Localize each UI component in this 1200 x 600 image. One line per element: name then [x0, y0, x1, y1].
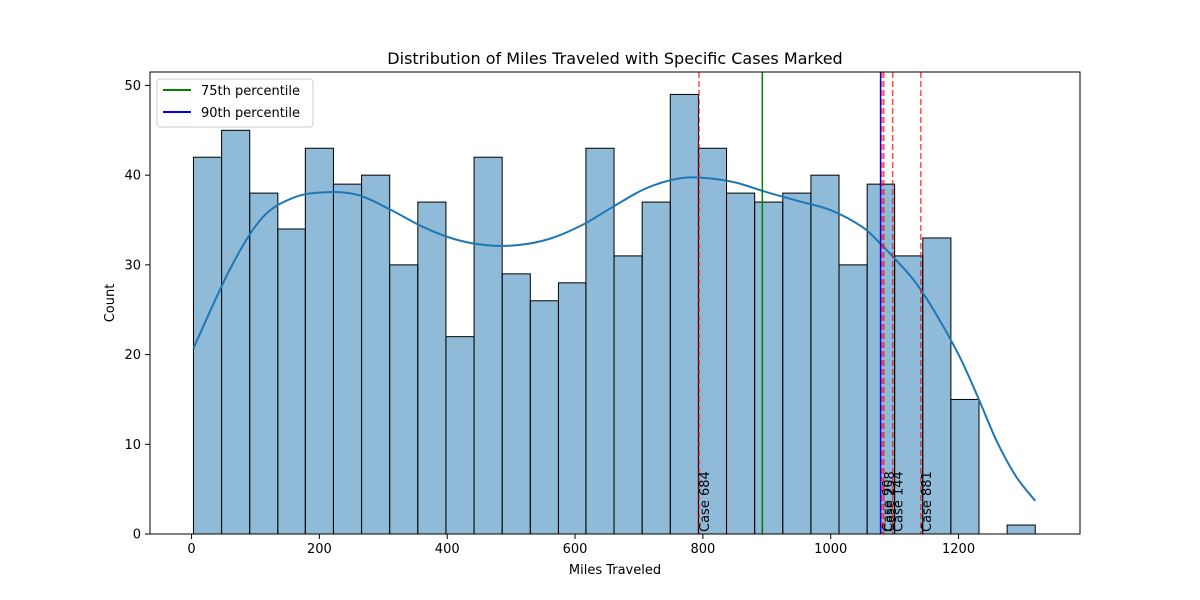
y-tick-label: 50	[124, 79, 141, 94]
histogram-bar	[585, 147, 615, 535]
histogram-bars	[192, 93, 1036, 535]
histogram-bar	[1006, 524, 1036, 535]
case-label: Case 881	[920, 471, 935, 532]
legend: 75th percentile 90th percentile	[156, 78, 314, 128]
y-tick-label: 20	[124, 348, 141, 363]
histogram-bar	[249, 192, 279, 535]
x-tick-label: 400	[435, 542, 460, 557]
histogram-bar	[613, 255, 643, 535]
histogram-bar	[726, 192, 756, 535]
histogram-bar	[361, 174, 391, 535]
histogram-bar	[782, 192, 812, 535]
x-tick-label: 800	[690, 542, 715, 557]
histogram-bar	[810, 174, 840, 535]
case-label: Case 258	[883, 471, 898, 532]
histogram-bar	[922, 237, 952, 535]
histogram-bar	[557, 282, 587, 535]
histogram-bar	[501, 273, 531, 535]
y-tick-label: 10	[124, 438, 141, 453]
histogram-bar	[332, 183, 363, 535]
histogram-bar	[277, 228, 306, 535]
histogram-bar	[473, 156, 503, 535]
histogram-bar	[894, 255, 924, 535]
histogram-bar	[417, 201, 447, 535]
plot-frame	[149, 71, 1081, 535]
histogram-bar	[669, 93, 699, 535]
histogram-bar	[389, 264, 419, 535]
legend-label: 90th percentile	[201, 106, 300, 121]
chart-title: Distribution of Miles Traveled with Spec…	[387, 49, 842, 68]
histogram-bar	[445, 336, 475, 535]
y-tick-label: 0	[133, 528, 141, 543]
histogram-bar	[950, 398, 980, 535]
x-axis-title: Miles Traveled	[569, 563, 661, 578]
legend-box	[156, 78, 314, 128]
x-tick-label: 1000	[814, 542, 847, 557]
y-tick-label: 30	[124, 258, 141, 273]
y-tick-label: 40	[124, 169, 141, 184]
x-tick-label: 600	[563, 542, 588, 557]
case-label: Case 144	[892, 471, 907, 532]
histogram-bar	[641, 201, 671, 535]
legend-label: 75th percentile	[201, 84, 300, 99]
case-label: Case 684	[698, 471, 713, 532]
x-tick-label: 0	[187, 542, 195, 557]
histogram-bar	[697, 147, 728, 535]
histogram-bar	[529, 300, 559, 535]
histogram-bar	[754, 201, 784, 535]
kde-curve	[192, 176, 1037, 502]
histogram-bar	[838, 264, 868, 535]
histogram-bar	[192, 156, 223, 535]
histogram-bar	[304, 147, 334, 535]
x-tick-label: 1200	[942, 542, 975, 557]
x-tick-label: 200	[307, 542, 332, 557]
y-axis-title: Count	[103, 284, 118, 323]
histogram-bar	[221, 129, 251, 535]
